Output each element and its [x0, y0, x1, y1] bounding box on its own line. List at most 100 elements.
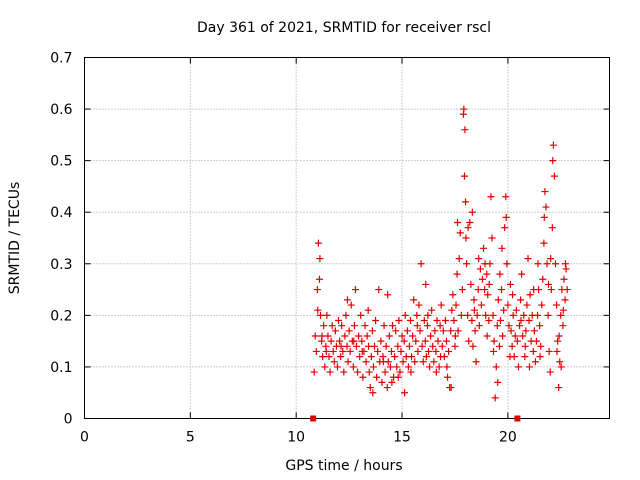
data-point [514, 363, 522, 371]
data-point [420, 317, 428, 325]
data-point [494, 378, 502, 386]
data-point [556, 358, 564, 366]
data-point [555, 384, 563, 392]
data-point [455, 255, 463, 263]
data-point [434, 337, 442, 345]
data-point [431, 327, 439, 335]
data-point [485, 280, 493, 288]
data-point [405, 342, 413, 350]
data-point [470, 306, 478, 314]
data-point [339, 347, 347, 355]
data-point [392, 327, 400, 335]
data-point [513, 337, 521, 345]
data-point [472, 358, 480, 366]
data-point [483, 270, 491, 278]
data-point [369, 363, 377, 371]
data-point [426, 363, 434, 371]
data-point [316, 255, 324, 263]
data-point [523, 301, 531, 309]
data-point [534, 260, 542, 268]
data-point [424, 311, 432, 319]
data-point [427, 332, 435, 340]
y-tick-label: 0 [64, 412, 73, 428]
data-point [383, 384, 391, 392]
data-point [469, 342, 477, 350]
data-point [546, 368, 554, 376]
data-point [333, 363, 341, 371]
data-point [484, 291, 492, 299]
data-point [372, 317, 380, 325]
data-point [386, 363, 394, 371]
data-point [452, 301, 460, 309]
data-point [361, 322, 369, 330]
data-point [437, 301, 445, 309]
data-point [521, 342, 529, 350]
data-point [549, 157, 557, 165]
data-point [324, 332, 332, 340]
data-point [407, 317, 415, 325]
data-point [540, 239, 548, 247]
data-point [542, 203, 550, 211]
data-point [460, 172, 468, 180]
data-point [501, 224, 509, 232]
data-point [506, 280, 514, 288]
data-point [336, 337, 344, 345]
data-point [403, 327, 411, 335]
data-point [474, 286, 482, 294]
x-tick-label: 10 [287, 430, 305, 446]
y-tick-label: 0.3 [50, 257, 72, 273]
data-point [465, 337, 473, 345]
data-point [485, 317, 493, 325]
data-point [346, 347, 354, 355]
data-point [363, 332, 371, 340]
data-point [449, 291, 457, 299]
data-point [516, 322, 524, 330]
data-point [547, 255, 555, 263]
data-point [387, 347, 395, 355]
data-point [462, 198, 470, 206]
data-point [517, 317, 525, 325]
data-point [555, 332, 563, 340]
data-point [367, 353, 375, 361]
data-point [422, 280, 430, 288]
data-point [526, 291, 534, 299]
data-point [441, 317, 449, 325]
data-point [468, 208, 476, 216]
x-axis-label: GPS time / hours [285, 458, 402, 474]
data-point [458, 286, 466, 294]
data-point [366, 384, 374, 392]
data-point [373, 373, 381, 381]
data-point [355, 332, 363, 340]
data-point [430, 358, 438, 366]
chart-title: Day 361 of 2021, SRMTID for receiver rsc… [197, 20, 491, 36]
data-point [487, 193, 495, 201]
data-point [326, 368, 334, 376]
data-point [536, 322, 544, 330]
data-point [545, 347, 553, 355]
data-point [451, 342, 459, 350]
data-point [412, 337, 420, 345]
data-point [543, 260, 551, 268]
data-point [311, 332, 319, 340]
plot-frame [84, 57, 610, 419]
data-point [490, 337, 498, 345]
data-point [328, 322, 336, 330]
data-point [335, 317, 343, 325]
data-point [325, 353, 333, 361]
data-point [340, 368, 348, 376]
data-point [557, 311, 565, 319]
data-point [382, 342, 390, 350]
data-point [358, 337, 366, 345]
data-point [480, 244, 488, 252]
data-point [411, 358, 419, 366]
data-point [439, 327, 447, 335]
data-point [468, 317, 476, 325]
data-point [444, 373, 452, 381]
data-point [524, 255, 532, 263]
data-point [397, 347, 405, 355]
data-point [456, 229, 464, 237]
data-point [541, 188, 549, 196]
data-point [502, 193, 510, 201]
data-point [503, 260, 511, 268]
